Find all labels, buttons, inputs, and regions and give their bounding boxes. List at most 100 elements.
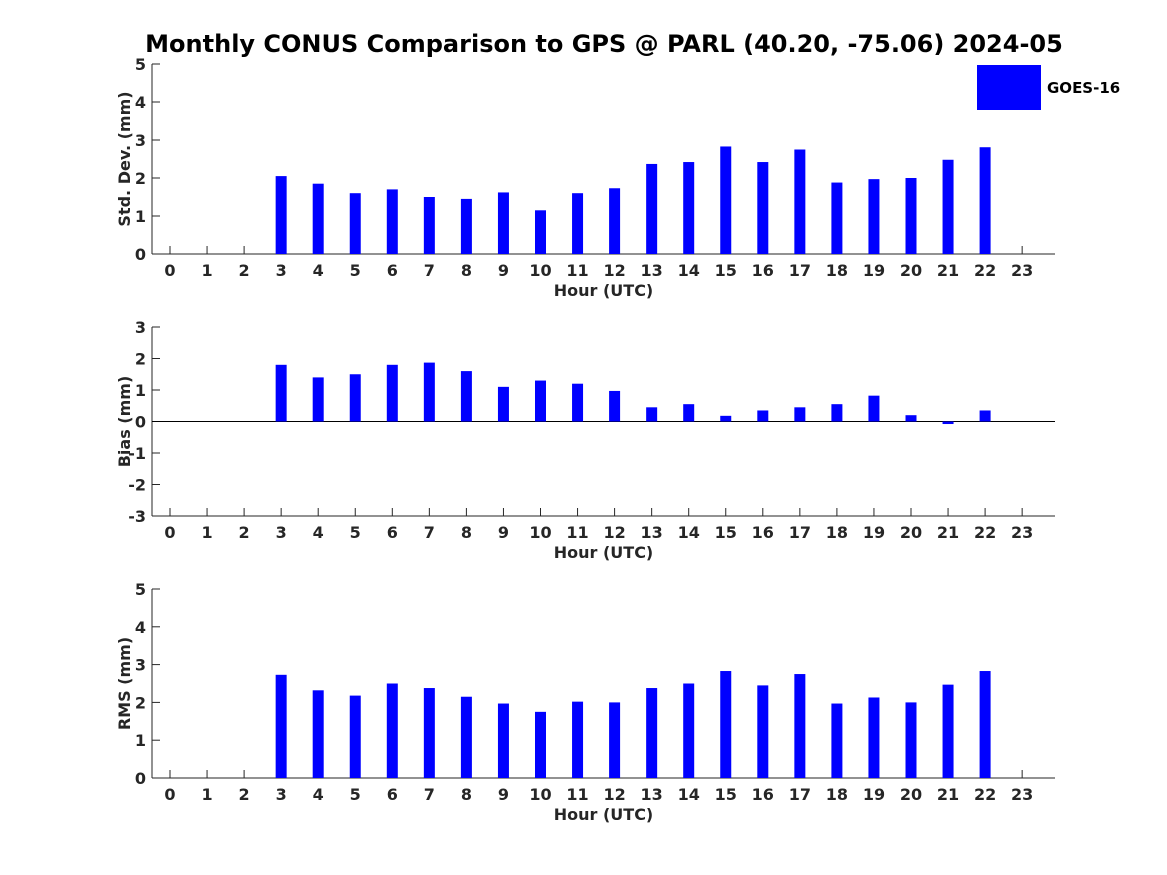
x-tick-label: 15 (715, 261, 737, 280)
bar-hour-21 (942, 159, 954, 254)
x-tick-label: 17 (789, 785, 811, 804)
x-tick-label: 10 (529, 261, 551, 280)
x-tick-label: 12 (603, 785, 625, 804)
y-tick-label: 1 (135, 381, 146, 400)
bar-hour-4 (312, 690, 324, 778)
bar-hour-11 (572, 701, 584, 778)
bar-hour-16 (757, 685, 769, 778)
bar-hour-12 (609, 702, 621, 778)
x-tick-label: 13 (641, 785, 663, 804)
bar-hour-12 (609, 390, 621, 422)
bar-hour-10 (535, 210, 546, 254)
bar-hour-8 (460, 198, 472, 254)
x-tick-label: 13 (641, 523, 663, 542)
x-tick-label: 23 (1011, 261, 1033, 280)
legend: GOES-16 (977, 65, 1120, 110)
y-tick-label: -1 (128, 444, 146, 463)
x-tick-label: 8 (461, 785, 472, 804)
bar-hour-20 (905, 415, 917, 422)
x-tick-label: 1 (201, 261, 212, 280)
y-tick-label: 2 (135, 350, 146, 369)
bar-hour-20 (905, 702, 917, 778)
x-tick-label: 13 (641, 261, 663, 280)
x-tick-label: 19 (863, 523, 885, 542)
bar-hour-13 (646, 163, 658, 254)
y-axis-label: RMS (mm) (115, 637, 134, 730)
bar-hour-22 (979, 147, 991, 254)
bar-hour-6 (386, 683, 398, 778)
x-tick-label: 16 (752, 261, 774, 280)
y-tick-label: 0 (135, 769, 146, 788)
x-tick-label: 6 (387, 261, 398, 280)
x-tick-label: 5 (350, 523, 361, 542)
x-tick-label: 10 (529, 523, 551, 542)
x-tick-label: 18 (826, 785, 848, 804)
bar-hour-9 (497, 386, 509, 422)
x-tick-label: 0 (164, 261, 175, 280)
x-tick-label: 2 (239, 261, 250, 280)
x-tick-label: 16 (752, 785, 774, 804)
bar-hour-8 (460, 696, 472, 778)
x-tick-label: 4 (313, 785, 324, 804)
bar-hour-17 (794, 149, 806, 254)
x-tick-label: 6 (387, 785, 398, 804)
bar-hour-10 (535, 711, 546, 778)
bar-hour-20 (905, 178, 917, 254)
bar-hour-14 (683, 683, 695, 778)
y-tick-label: 0 (135, 413, 146, 432)
x-tick-label: 7 (424, 785, 435, 804)
legend-label: GOES-16 (1047, 79, 1120, 97)
x-tick-label: 18 (826, 261, 848, 280)
bar-hour-8 (460, 371, 472, 422)
y-tick-label: 1 (135, 207, 146, 226)
bar-hour-3 (275, 674, 287, 778)
y-tick-label: 2 (135, 693, 146, 712)
x-tick-label: 5 (350, 261, 361, 280)
x-tick-label: 11 (566, 523, 588, 542)
x-tick-label: 19 (863, 785, 885, 804)
x-tick-label: 14 (678, 523, 700, 542)
bar-hour-19 (868, 395, 880, 422)
x-tick-label: 8 (461, 523, 472, 542)
bar-hour-15 (720, 146, 732, 254)
y-tick-label: 4 (135, 93, 146, 112)
x-tick-label: 3 (276, 523, 287, 542)
x-tick-label: 8 (461, 261, 472, 280)
bar-hour-18 (831, 404, 843, 422)
x-tick-label: 12 (603, 261, 625, 280)
bar-hour-16 (757, 162, 769, 254)
x-tick-label: 21 (937, 523, 959, 542)
bar-hour-22 (979, 410, 991, 422)
x-tick-label: 20 (900, 523, 922, 542)
x-tick-label: 20 (900, 785, 922, 804)
y-tick-label: 1 (135, 731, 146, 750)
bar-hour-21 (942, 684, 954, 778)
x-axis-label: Hour (UTC) (554, 543, 654, 562)
x-tick-label: 15 (715, 785, 737, 804)
bar-hour-13 (646, 688, 658, 778)
bar-hour-3 (275, 176, 287, 254)
x-tick-label: 20 (900, 261, 922, 280)
x-tick-label: 11 (566, 261, 588, 280)
x-tick-label: 9 (498, 261, 509, 280)
y-axis-label: Std. Dev. (mm) (115, 91, 134, 226)
bar-hour-9 (497, 192, 509, 254)
bar-hour-7 (423, 688, 435, 778)
bar-hour-21 (942, 421, 954, 425)
y-tick-label: 0 (135, 245, 146, 264)
bar-hour-14 (683, 162, 695, 254)
y-tick-label: 3 (135, 656, 146, 675)
bar-hour-5 (349, 374, 361, 422)
y-tick-label: 3 (135, 131, 146, 150)
x-axis-label: Hour (UTC) (554, 281, 654, 300)
bar-hour-17 (794, 407, 806, 422)
x-tick-label: 3 (276, 261, 287, 280)
x-tick-label: 2 (239, 523, 250, 542)
x-tick-label: 1 (201, 523, 212, 542)
x-tick-label: 22 (974, 785, 996, 804)
x-tick-label: 18 (826, 523, 848, 542)
y-tick-label: -3 (128, 507, 146, 526)
